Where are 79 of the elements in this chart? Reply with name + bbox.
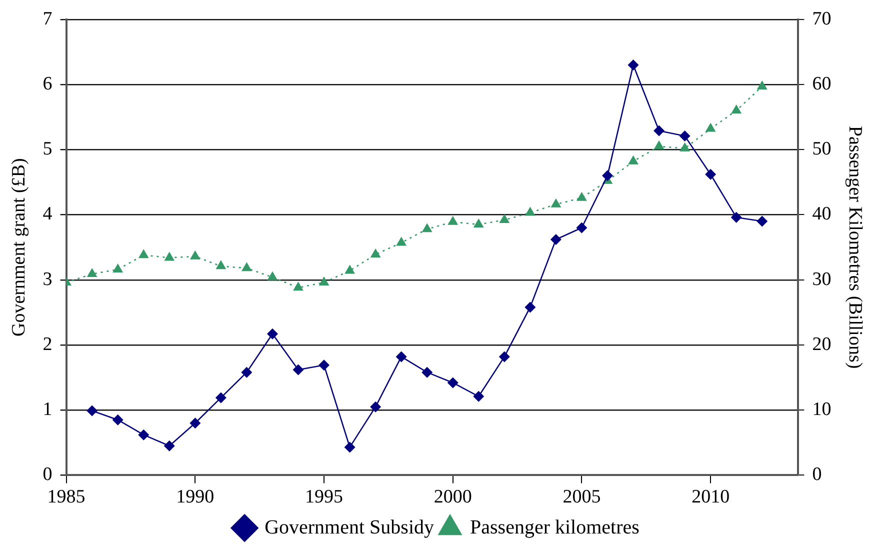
point — [164, 440, 175, 452]
point — [190, 250, 200, 260]
point — [447, 377, 458, 388]
point — [242, 262, 252, 272]
y2-tick-label: 20 — [812, 334, 832, 355]
point — [86, 268, 98, 277]
y2-tick-label: 70 — [812, 8, 832, 30]
y-tick-label: 3 — [42, 268, 52, 290]
point — [344, 442, 356, 453]
point — [370, 248, 381, 258]
x-tick-label: 2005 — [562, 486, 601, 508]
legend-label: Passenger kilometres — [470, 516, 640, 538]
x-tick-label: 1985 — [47, 486, 86, 508]
point — [473, 390, 484, 402]
point — [396, 236, 407, 246]
y-tick-label: 4 — [42, 204, 53, 225]
point — [292, 364, 304, 376]
y-tick-label: 2 — [42, 334, 52, 355]
point — [396, 351, 407, 362]
x-tick-label: 2010 — [692, 486, 730, 508]
point — [138, 249, 149, 258]
point — [679, 130, 690, 142]
y-tick-label: 0 — [42, 464, 52, 486]
point — [190, 418, 201, 429]
x-tick-label: 1990 — [176, 486, 214, 508]
point — [86, 405, 98, 416]
legend-label: Government Subsidy — [264, 516, 434, 538]
point — [499, 214, 510, 223]
point — [344, 264, 355, 274]
point — [164, 252, 175, 261]
y2-tick-label: 30 — [812, 268, 832, 290]
point — [473, 218, 484, 228]
point — [654, 140, 664, 150]
point — [370, 401, 382, 412]
point — [448, 216, 458, 225]
y2-tick-label: 0 — [812, 464, 822, 486]
point — [524, 302, 536, 313]
point — [576, 192, 587, 201]
point — [215, 392, 226, 404]
point — [112, 414, 124, 426]
y2-tick-label: 40 — [812, 204, 832, 225]
x-tick-label: 2000 — [434, 486, 472, 508]
point — [602, 170, 613, 182]
point — [138, 429, 150, 440]
y2-tick-label: 50 — [812, 138, 832, 160]
y2-tick-label: 60 — [812, 74, 832, 94]
point — [756, 80, 768, 90]
point — [628, 155, 638, 164]
point — [524, 206, 536, 216]
point — [241, 366, 252, 378]
point — [654, 125, 665, 136]
point — [498, 351, 510, 362]
y-tick-label: 7 — [42, 8, 52, 30]
point — [422, 223, 432, 232]
y2-axis-title: Passenger Kilometres (Billions) — [844, 126, 866, 369]
point — [267, 271, 278, 280]
y-tick-label: 5 — [42, 138, 52, 160]
point — [705, 168, 716, 180]
point — [318, 360, 330, 371]
x-tick-label: 1995 — [305, 486, 344, 508]
y-axis-title: Government grant (£B) — [8, 158, 30, 336]
point — [628, 59, 639, 70]
y2-tick-label: 10 — [812, 399, 832, 420]
point — [293, 282, 304, 291]
point — [550, 198, 562, 208]
point — [730, 212, 742, 223]
point — [731, 104, 742, 114]
point — [756, 216, 768, 227]
y-tick-label: 1 — [42, 399, 52, 420]
point — [550, 234, 562, 245]
y-tick-label: 6 — [42, 74, 52, 94]
point — [680, 142, 690, 152]
point — [422, 366, 433, 378]
point — [318, 276, 330, 286]
point — [705, 122, 716, 132]
point — [112, 263, 124, 272]
point — [216, 260, 226, 270]
point — [266, 328, 278, 340]
point — [576, 222, 588, 234]
